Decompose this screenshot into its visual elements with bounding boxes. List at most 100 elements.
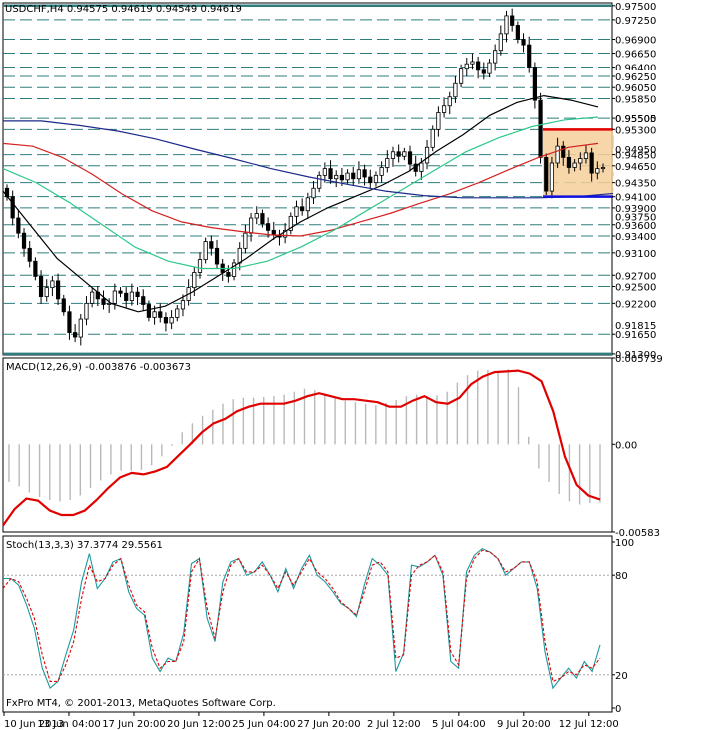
candle-body xyxy=(379,167,384,176)
price-label: 0.95300 xyxy=(615,125,656,136)
candle-body xyxy=(498,33,503,52)
time-label: 5 Jul 04:00 xyxy=(432,719,486,730)
time-label: 13 Jun 04:00 xyxy=(37,719,101,730)
stoch-pane[interactable]: Stoch(13,3,3) 37.3774 29.5561 100 80 20 0 xyxy=(2,535,634,715)
candle-body xyxy=(146,304,152,318)
candle-body xyxy=(595,168,600,174)
price-label-bg xyxy=(613,123,658,136)
candle-body xyxy=(209,241,214,249)
copyright-footer: FxPro MT4, © 2001-2013, MetaQuotes Softw… xyxy=(6,698,276,709)
candle-body xyxy=(538,99,543,158)
candle-body xyxy=(73,332,78,338)
price-label-bg xyxy=(613,269,658,282)
price-label: 0.93600 xyxy=(615,221,656,232)
macd-tick-label: 0.00 xyxy=(615,440,637,451)
candle-body xyxy=(561,145,566,158)
price-label-bg xyxy=(613,176,658,189)
candle-body xyxy=(21,232,27,249)
price-label-bg xyxy=(613,13,658,26)
candle-body xyxy=(458,68,464,84)
price-label-bg xyxy=(613,328,658,341)
candle-body xyxy=(67,311,72,333)
candle-body xyxy=(583,152,589,159)
candle-body xyxy=(152,311,157,318)
candle-body xyxy=(260,213,265,225)
price-label-bg xyxy=(613,159,658,172)
macd-tick-label: -0.00583 xyxy=(615,528,660,539)
candle-body xyxy=(504,15,509,35)
candle-body xyxy=(243,232,248,249)
candle-body xyxy=(38,276,44,298)
time-label: 20 Jun 12:00 xyxy=(167,719,231,730)
candle-body xyxy=(90,291,95,304)
price-label: 0.95850 xyxy=(615,94,656,105)
price-label-bg xyxy=(613,33,658,46)
candle-body xyxy=(368,176,373,184)
stoch-title: Stoch(13,3,3) 37.3774 29.5561 xyxy=(6,540,163,551)
stoch-tick-label: 20 xyxy=(615,671,628,682)
time-label: 12 Jul 12:00 xyxy=(559,719,619,730)
candle-body xyxy=(402,151,407,157)
price-label: 0.96250 xyxy=(615,72,656,83)
macd-title: MACD(12,26,9) -0.003876 -0.003673 xyxy=(6,362,191,373)
candle-body xyxy=(107,302,112,305)
price-label-bg xyxy=(613,81,658,94)
candle-body xyxy=(345,172,350,181)
moving-average-red xyxy=(2,142,599,237)
moving-average-green xyxy=(2,116,599,270)
candle-body xyxy=(124,292,129,301)
price-label: 0.96650 xyxy=(615,50,656,61)
price-label: 0.96050 xyxy=(615,83,656,94)
candle-body xyxy=(27,247,32,262)
price-label-bg xyxy=(613,229,658,242)
candle-body xyxy=(163,316,169,324)
candle-body xyxy=(453,82,458,98)
price-label-bg xyxy=(613,92,658,105)
macd-pane[interactable]: MACD(12,26,9) -0.003876 -0.003673 0.00573… xyxy=(2,354,663,539)
candle-body xyxy=(328,168,333,180)
candle-body xyxy=(118,290,123,294)
price-pane[interactable] xyxy=(2,8,616,346)
candle-body xyxy=(112,290,117,304)
candle-body xyxy=(521,39,526,46)
price-label-partial: 0.93750 xyxy=(615,212,656,223)
price-label-bg xyxy=(613,69,658,82)
candle-body xyxy=(197,259,203,273)
price-label-bg xyxy=(613,201,658,214)
candle-body xyxy=(481,69,486,74)
price-label: 0.94350 xyxy=(615,179,656,190)
price-label: 0.95500 xyxy=(615,114,656,125)
candle-body xyxy=(351,172,356,180)
candle-body xyxy=(572,162,577,168)
candle-body xyxy=(487,62,492,74)
candle-body xyxy=(510,15,515,26)
candle-body xyxy=(288,215,293,231)
stoch-tick-label: 0 xyxy=(615,704,621,715)
candle-body xyxy=(214,247,220,265)
candle-body xyxy=(16,217,21,234)
price-label: 0.97250 xyxy=(615,16,656,27)
candle-body xyxy=(158,311,163,318)
price-label-bg xyxy=(613,148,658,161)
candle-body xyxy=(305,197,310,212)
candle-body xyxy=(419,162,424,172)
price-label-bg xyxy=(613,246,658,259)
candle-body xyxy=(55,280,61,300)
candle-body xyxy=(84,302,89,320)
candle-body xyxy=(566,156,572,168)
price-header: USDCHF,H4 0.94575 0.94619 0.94549 0.9461… xyxy=(5,4,242,15)
candle-body xyxy=(385,158,390,168)
candle-body xyxy=(317,174,322,189)
price-label: 0.94650 xyxy=(615,162,656,173)
candle-body xyxy=(180,300,186,310)
time-label: 17 Jun 20:00 xyxy=(102,719,166,730)
price-label-bg xyxy=(613,0,658,12)
candle-body xyxy=(322,168,327,176)
candle-body xyxy=(447,96,452,107)
price-label: 0.93400 xyxy=(615,232,656,243)
price-label: 0.91300 xyxy=(615,350,656,361)
candle-body xyxy=(493,50,498,64)
